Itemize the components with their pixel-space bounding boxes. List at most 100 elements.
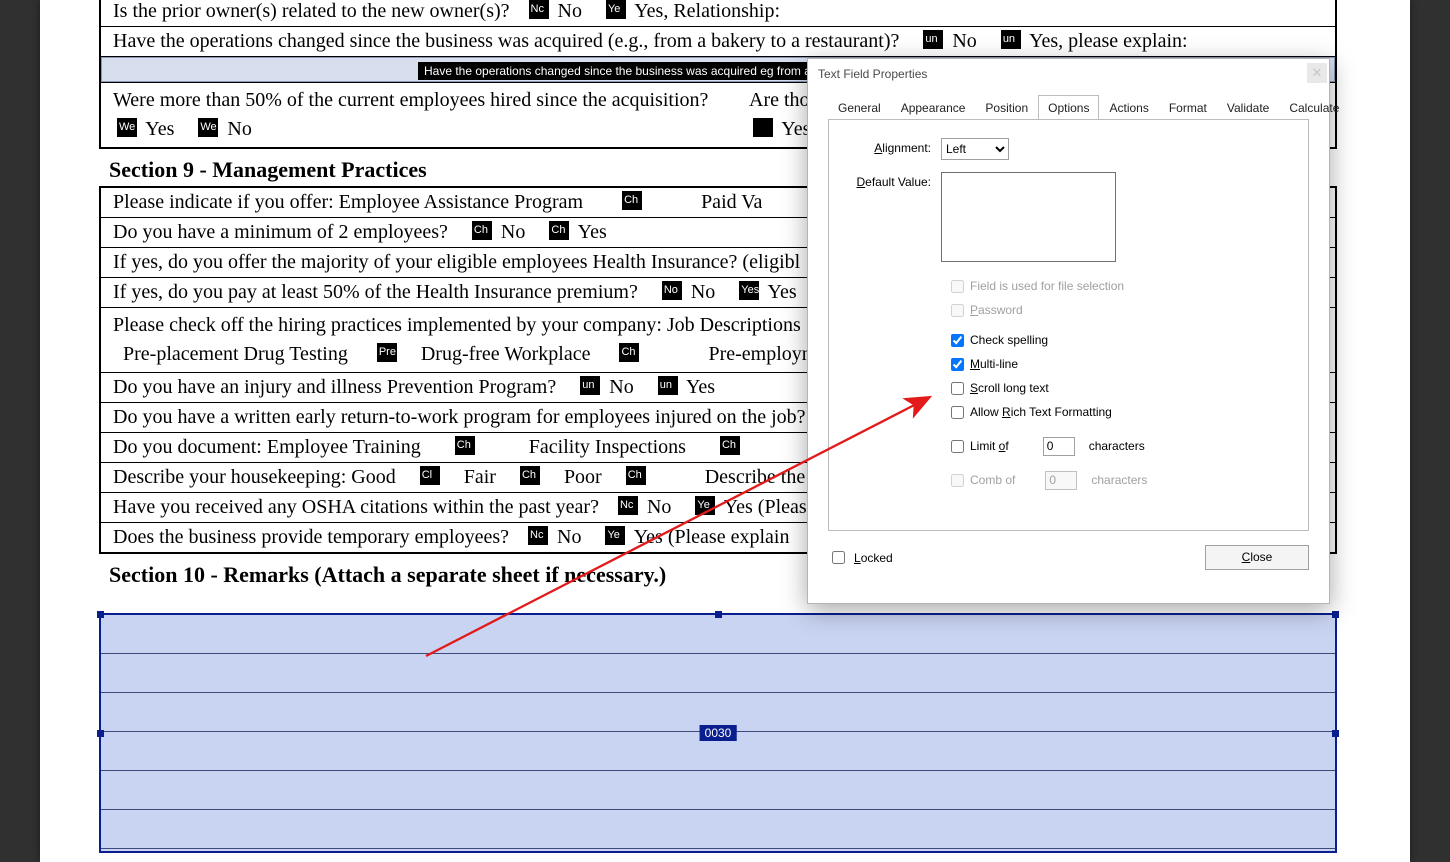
checkbox-file-selection bbox=[951, 280, 964, 293]
label-no: No bbox=[691, 281, 715, 303]
checkbox-icon[interactable]: No bbox=[662, 281, 682, 300]
remarks-line bbox=[101, 615, 1335, 654]
checkbox-no-icon[interactable]: un bbox=[923, 30, 943, 49]
dialog-close-button[interactable]: ✕ bbox=[1307, 63, 1327, 83]
tab-format[interactable]: Format bbox=[1159, 95, 1217, 119]
label-no: No bbox=[227, 118, 251, 140]
checkbox-icon[interactable]: Ye bbox=[605, 526, 625, 545]
checkbox-icon[interactable]: Ch bbox=[622, 191, 642, 210]
label-no: No bbox=[558, 0, 582, 22]
dialog-tabs: General Appearance Position Options Acti… bbox=[808, 91, 1329, 119]
checkbox-icon[interactable] bbox=[753, 118, 773, 137]
label-paid-vac-cut: Paid Va bbox=[701, 191, 762, 213]
label-no: No bbox=[647, 496, 671, 518]
text-field-properties-dialog[interactable]: Text Field Properties ✕ General Appearan… bbox=[807, 58, 1330, 604]
tab-calculate[interactable]: Calculate bbox=[1279, 95, 1349, 119]
opt-limit[interactable]: Limit of characters bbox=[951, 434, 1290, 458]
default-value-row: Default Value: bbox=[847, 172, 1290, 262]
tab-validate[interactable]: Validate bbox=[1217, 95, 1279, 119]
checkbox-icon[interactable]: un bbox=[658, 376, 678, 395]
checkbox-icon[interactable]: Ch bbox=[472, 221, 492, 240]
remarks-text-field-selected[interactable]: 0030 bbox=[99, 613, 1337, 853]
label-yes: Yes bbox=[145, 118, 174, 140]
label-yes-explain: Yes, please explain: bbox=[1029, 30, 1188, 52]
dialog-title: Text Field Properties bbox=[818, 67, 927, 81]
checkbox-icon[interactable]: Ch bbox=[720, 436, 740, 455]
checkbox-icon[interactable]: Ch bbox=[619, 343, 639, 362]
checkbox-no-icon[interactable]: Nc bbox=[529, 0, 549, 19]
checkbox-yes-icon[interactable]: un bbox=[1001, 30, 1021, 49]
checkbox-scroll[interactable] bbox=[951, 382, 964, 395]
checkbox-limit[interactable] bbox=[951, 440, 964, 453]
field-id-label: 0030 bbox=[700, 725, 737, 741]
question-text: Do you have an injury and illness Preven… bbox=[113, 376, 556, 398]
opt-multiline[interactable]: Multi-line bbox=[951, 352, 1290, 376]
tab-general[interactable]: General bbox=[828, 95, 891, 119]
selection-handle[interactable] bbox=[1332, 730, 1339, 737]
close-button-label: Close bbox=[1242, 550, 1273, 564]
checkbox-locked[interactable] bbox=[832, 551, 845, 564]
label-yes: Yes bbox=[781, 118, 810, 140]
checkbox-icon[interactable]: We bbox=[198, 118, 218, 137]
comb-input bbox=[1045, 471, 1077, 490]
opt-label: Limit of bbox=[970, 439, 1009, 453]
checkbox-icon[interactable]: un bbox=[580, 376, 600, 395]
checkbox-multiline[interactable] bbox=[951, 358, 964, 371]
opt-check-spelling[interactable]: Check spelling bbox=[951, 328, 1290, 352]
label-yes-please: Yes (Pleas bbox=[724, 496, 807, 518]
question-text: Describe your housekeeping: Good bbox=[113, 466, 396, 488]
checkbox-rich[interactable] bbox=[951, 406, 964, 419]
question-text: Have you received any OSHA citations wit… bbox=[113, 496, 599, 518]
tooltip-text: Have the operations changed since the bu… bbox=[424, 64, 834, 78]
chars-label: characters bbox=[1091, 473, 1147, 487]
checkbox-password bbox=[951, 304, 964, 317]
alignment-select[interactable]: Left bbox=[941, 138, 1009, 160]
label-pre-employ-cut: Pre-employn bbox=[708, 343, 811, 365]
tab-options[interactable]: Options bbox=[1038, 95, 1099, 120]
dialog-footer: Locked Close bbox=[808, 545, 1329, 584]
label-no: No bbox=[557, 526, 581, 548]
field-tooltip: Have the operations changed since the bu… bbox=[418, 62, 840, 80]
checkbox-icon[interactable]: Ch bbox=[455, 436, 475, 455]
alignment-label: Alignment: bbox=[847, 138, 941, 155]
opt-comb: Comb of characters bbox=[951, 468, 1290, 492]
checkbox-icon[interactable]: Nc bbox=[618, 496, 638, 515]
locked-label: Locked bbox=[854, 551, 893, 565]
selection-handle[interactable] bbox=[97, 611, 104, 618]
checkbox-yes-icon[interactable]: Ye bbox=[606, 0, 626, 19]
limit-input[interactable] bbox=[1043, 437, 1075, 456]
checkbox-icon[interactable]: Ch bbox=[626, 466, 646, 485]
selection-handle[interactable] bbox=[715, 611, 722, 618]
selection-handle[interactable] bbox=[97, 730, 104, 737]
selection-handle[interactable] bbox=[1332, 611, 1339, 618]
checkbox-icon[interactable]: Ch bbox=[520, 466, 540, 485]
question-text: Were more than 50% of the current employ… bbox=[113, 89, 708, 111]
close-icon: ✕ bbox=[1312, 65, 1323, 80]
default-value-input[interactable] bbox=[941, 172, 1116, 262]
label-yes: Yes bbox=[578, 221, 607, 243]
question-text: If yes, do you pay at least 50% of the H… bbox=[113, 281, 638, 303]
checkbox-icon[interactable]: Pre bbox=[377, 343, 397, 362]
label-no: No bbox=[952, 30, 976, 52]
checkbox-spelling[interactable] bbox=[951, 334, 964, 347]
tab-position[interactable]: Position bbox=[975, 95, 1038, 119]
checkbox-icon[interactable]: Yes bbox=[739, 281, 759, 300]
question-ops-changed: Have the operations changed since the bu… bbox=[99, 27, 1337, 57]
checkbox-icon[interactable]: Nc bbox=[528, 526, 548, 545]
tab-actions[interactable]: Actions bbox=[1099, 95, 1158, 119]
opt-scroll[interactable]: Scroll long text bbox=[951, 376, 1290, 400]
checkbox-icon[interactable]: Ye bbox=[695, 496, 715, 515]
remarks-line bbox=[101, 771, 1335, 810]
dialog-titlebar[interactable]: Text Field Properties ✕ bbox=[808, 59, 1329, 91]
locked-row[interactable]: Locked bbox=[828, 548, 893, 567]
question-text: Please check off the hiring practices im… bbox=[113, 314, 801, 336]
opt-rich-text[interactable]: Allow Rich Text Formatting bbox=[951, 400, 1290, 424]
opt-label: Password bbox=[970, 303, 1023, 317]
options-list: Field is used for file selection Passwor… bbox=[951, 274, 1290, 492]
checkbox-icon[interactable]: Ch bbox=[549, 221, 569, 240]
close-button[interactable]: Close bbox=[1205, 545, 1309, 570]
checkbox-icon[interactable]: Cl bbox=[420, 466, 440, 485]
tab-appearance[interactable]: Appearance bbox=[891, 95, 976, 119]
checkbox-icon[interactable]: We bbox=[117, 118, 137, 137]
label-no: No bbox=[609, 376, 633, 398]
